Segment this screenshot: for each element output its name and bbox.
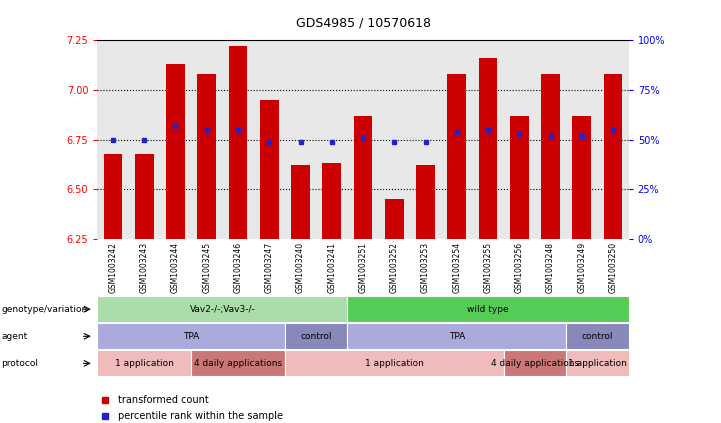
Text: protocol: protocol [1, 359, 38, 368]
Text: GDS4985 / 10570618: GDS4985 / 10570618 [296, 16, 430, 30]
Text: 1 application: 1 application [568, 359, 627, 368]
Bar [353, 116, 373, 239]
Text: 4 daily applications: 4 daily applications [194, 359, 282, 368]
Bar [198, 74, 216, 239]
Text: 1 application: 1 application [365, 359, 424, 368]
Bar [104, 154, 123, 239]
Text: TPA: TPA [448, 332, 465, 341]
Bar [260, 100, 278, 239]
Text: agent: agent [1, 332, 27, 341]
Bar [603, 74, 622, 239]
Bar [166, 64, 185, 239]
Text: TPA: TPA [183, 332, 199, 341]
Bar [448, 74, 466, 239]
Text: wild type: wild type [467, 305, 509, 314]
Text: 4 daily applications: 4 daily applications [491, 359, 579, 368]
Text: control: control [301, 332, 332, 341]
Bar [541, 74, 560, 239]
Text: percentile rank within the sample: percentile rank within the sample [118, 411, 283, 421]
Text: genotype/variation: genotype/variation [1, 305, 88, 314]
Text: control: control [582, 332, 613, 341]
Bar [291, 165, 310, 239]
Bar [385, 199, 404, 239]
Text: transformed count: transformed count [118, 395, 208, 405]
Bar [416, 165, 435, 239]
Bar [510, 116, 528, 239]
Text: 1 application: 1 application [115, 359, 174, 368]
Bar [572, 116, 591, 239]
Bar [229, 46, 247, 239]
Bar [322, 163, 341, 239]
Bar [479, 58, 497, 239]
Bar [135, 154, 154, 239]
Text: Vav2-/-;Vav3-/-: Vav2-/-;Vav3-/- [190, 305, 255, 314]
